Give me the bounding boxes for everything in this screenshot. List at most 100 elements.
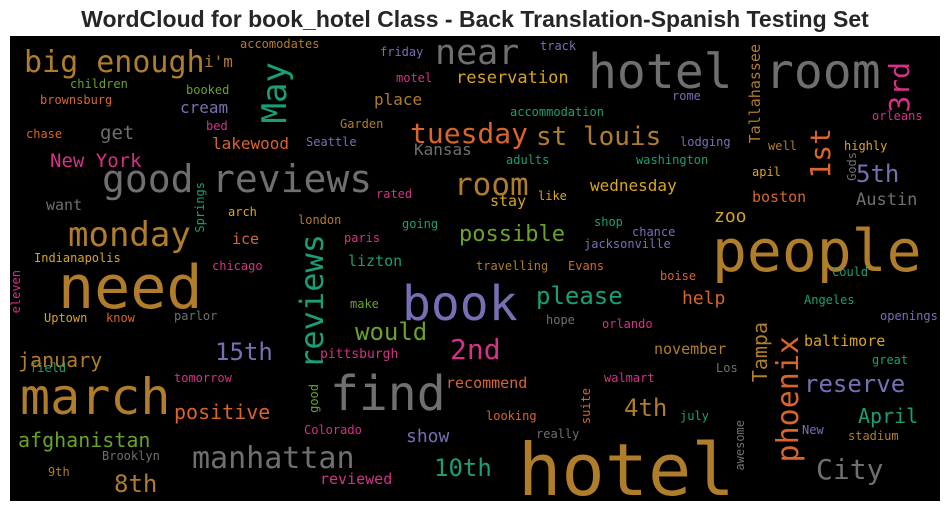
word: Brooklyn [102,449,160,463]
word: find [330,366,446,422]
word: Colorado [304,423,362,437]
word: i'm [204,52,233,71]
word: stadium [848,429,899,443]
word: november [654,340,727,358]
word: adults [506,153,550,167]
word: stay [490,192,527,210]
word: 9th [48,465,70,479]
word: Los [716,361,738,375]
word: lodging [680,135,731,149]
word: recommend [446,374,528,392]
word: field [30,361,67,375]
word: know [106,311,135,325]
word: london [298,213,342,227]
word: monday [68,215,191,255]
word: Gods [845,152,859,181]
word: 15th [215,338,273,366]
word: chase [26,127,63,141]
word: suite [579,388,593,425]
word: chance [632,225,676,239]
word: motel [396,71,433,85]
word: zoo [714,206,747,227]
word: rome [672,89,701,103]
word: accomodates [240,37,320,51]
word: good [307,384,321,413]
word: highly [844,139,888,153]
word: 8th [114,470,158,498]
word: pittsburgh [320,347,399,362]
word: orlando [602,317,653,331]
word: tuesday [410,117,529,150]
word: manhattan [192,441,355,476]
word: jacksonville [584,237,671,251]
word: rated [376,187,413,201]
word: Austin [856,190,918,210]
word: 4th [624,394,668,422]
word: would [355,318,428,346]
word: reviews [212,157,373,201]
word: New York [50,150,142,172]
word: 10th [434,454,492,482]
word: Tampa [748,322,772,383]
word: wednesday [590,176,677,195]
word: children [70,77,128,91]
word: friday [380,45,424,59]
word: travelling [476,259,549,273]
word: phoenix [771,336,806,463]
word: boston [752,188,807,206]
word: parlor [174,309,218,323]
word: reserve [804,370,906,398]
word: apil [752,165,781,179]
word: awesome [733,420,747,471]
word: walmart [604,371,655,385]
word: positive [174,400,271,424]
word: st louis [536,122,662,152]
word: 2nd [450,333,501,366]
word: eleven [10,270,23,314]
word: big enough [24,45,205,80]
word: orleans [872,109,923,123]
word: possible [459,222,565,247]
word: make [350,297,379,311]
word: bed [206,119,228,133]
word: Seattle [306,135,357,149]
word: hotel [588,44,733,100]
word: track [540,39,577,53]
word: march [20,368,171,426]
word-cloud: hotel need people march hotel room find book goo… [10,36,940,501]
word: need [58,253,203,323]
word: reservation [456,68,569,88]
word: Could [832,265,869,279]
word: like [538,189,567,203]
word: room [765,44,881,100]
word: openings [880,309,938,323]
word: good [102,157,194,201]
word: chicago [212,259,263,273]
word: near [435,36,520,73]
word: baltimore [804,332,886,350]
word: going [402,217,439,231]
word: book [402,276,518,332]
word: show [406,426,450,447]
chart-title: WordCloud for book_hotel Class - Back Tr… [81,6,869,32]
word: afghanistan [18,428,151,452]
word: hope [546,313,575,327]
word: january [18,348,103,372]
word: City [816,453,884,486]
word: Angeles [804,293,855,307]
word: tomorrow [174,371,232,385]
word: help [682,288,726,309]
word: get [100,122,135,144]
word: cream [180,98,229,117]
word: lizton [348,252,403,270]
word: want [46,196,83,214]
word: Garden [340,117,384,131]
word: 1st [804,128,837,179]
word: paris [344,231,381,245]
word: great [872,353,909,367]
word: july [680,409,709,423]
word: booked [186,83,230,97]
word: arch [228,205,257,219]
word: room [454,167,529,203]
word: boise [660,269,697,283]
